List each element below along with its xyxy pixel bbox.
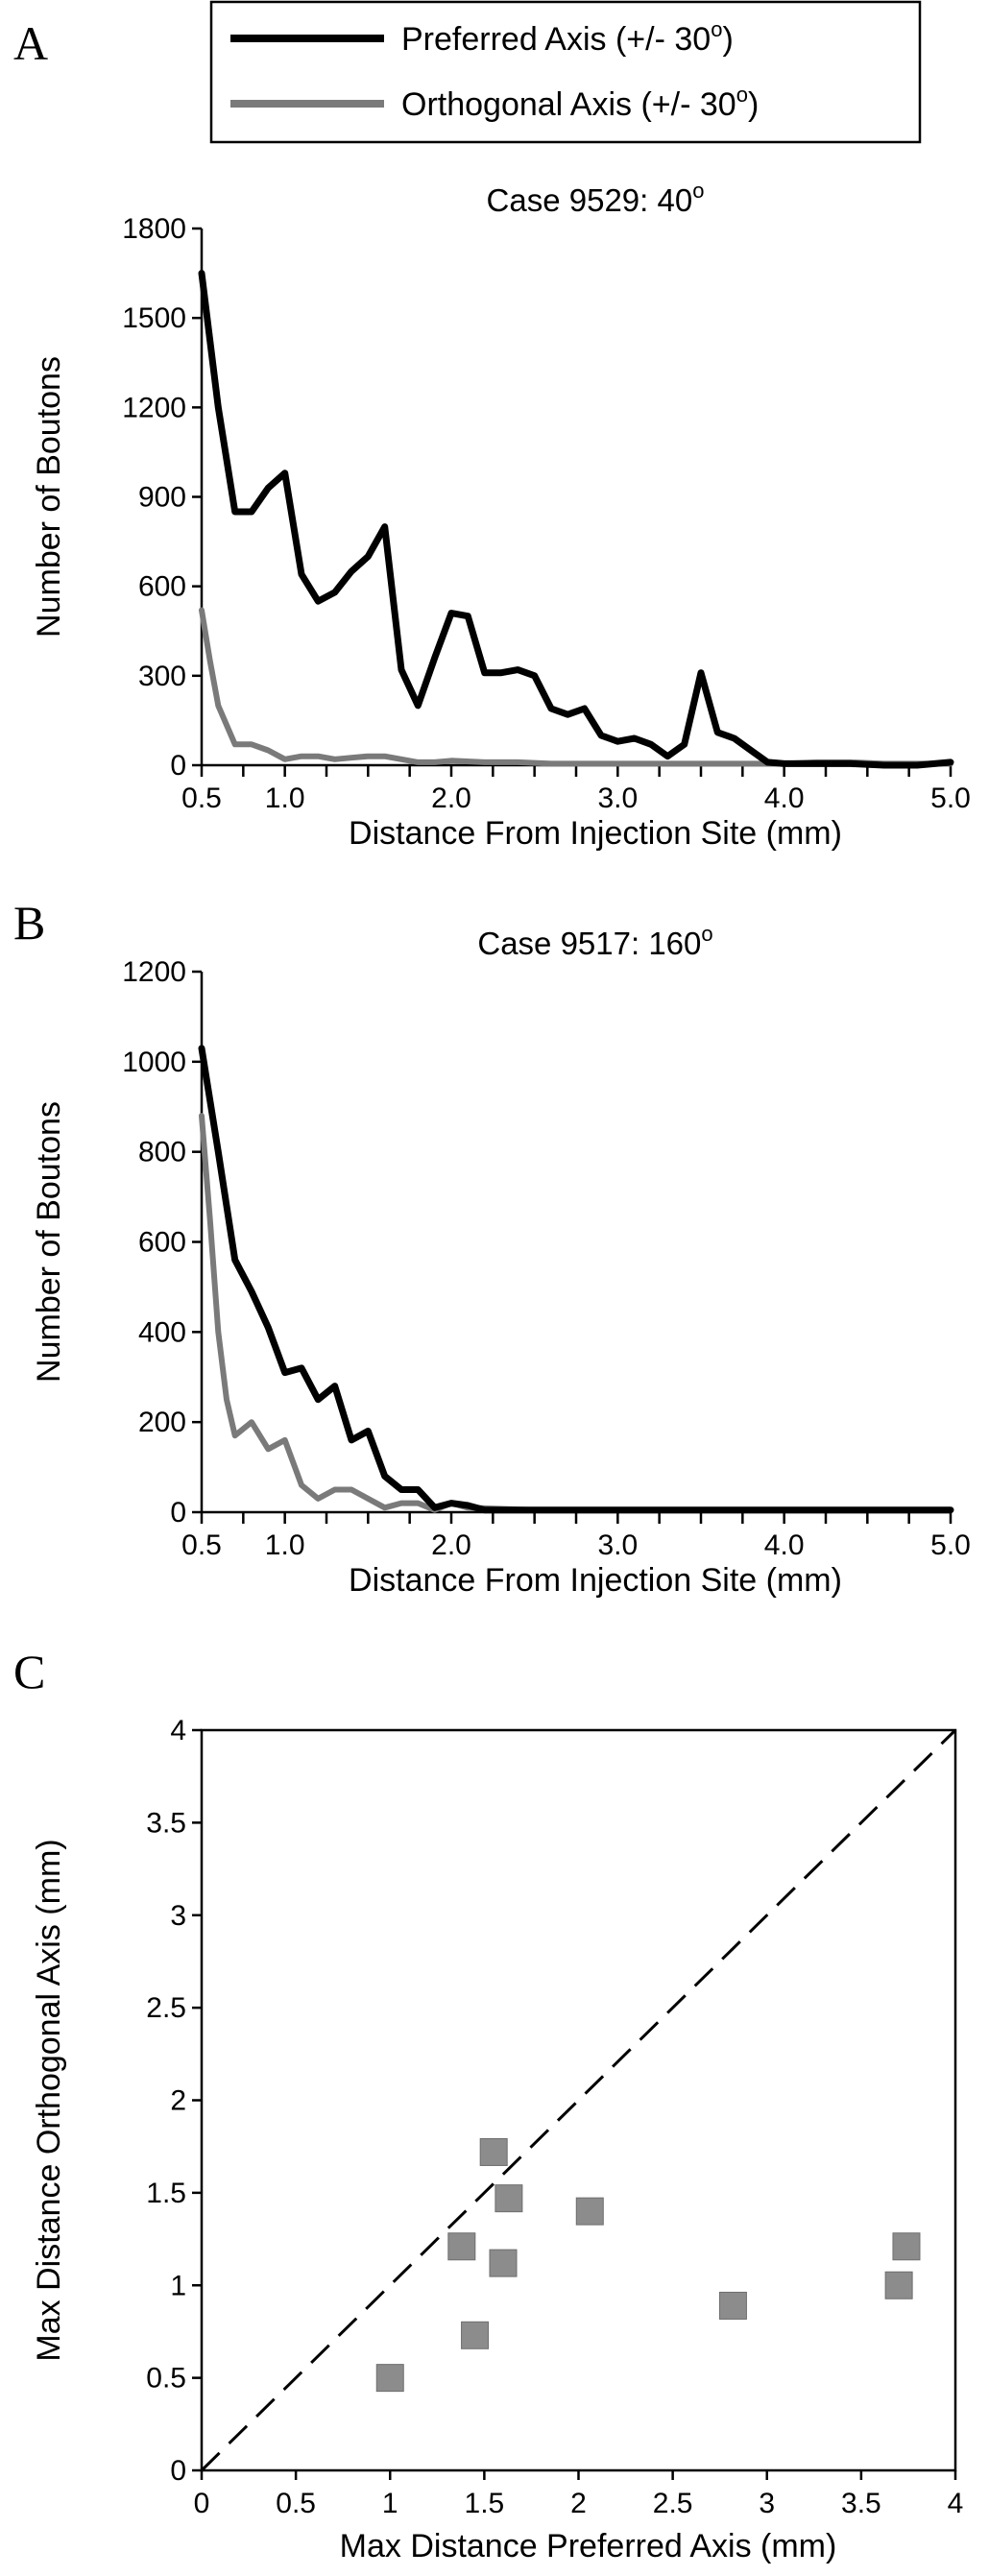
- y-tick-label-c: 2: [170, 2085, 186, 2117]
- legend-label-preferred: Preferred Axis (+/- 30o): [401, 17, 734, 58]
- x-tick-label-c: 1: [382, 2488, 398, 2519]
- chart-panel-a: Case 9529: 40o 0 300 600 900 1200 1500 1800 0.5 1…: [31, 179, 971, 852]
- y-tick-label-b: 200: [138, 1407, 186, 1438]
- y-tick-label-c: 3.5: [146, 1807, 186, 1839]
- x-axis-title-c: Max Distance Preferred Axis (mm): [340, 2528, 837, 2564]
- y-tick-label-b: 1200: [122, 956, 186, 988]
- x-tick-label-c: 0: [194, 2488, 210, 2519]
- panel-label-b: B: [13, 896, 45, 950]
- scatter-point: [479, 2137, 508, 2166]
- y-tick-label-a: 300: [138, 661, 186, 692]
- y-tick-label-c: 1.5: [146, 2178, 186, 2209]
- x-tick-label-c: 0.5: [276, 2488, 316, 2519]
- x-tick-label-a: 1.0: [265, 782, 305, 814]
- y-tick-label-b: 0: [170, 1497, 186, 1529]
- y-axis-title-a: Number of Boutons: [31, 356, 67, 638]
- x-tick-label-c: 1.5: [465, 2488, 505, 2519]
- x-tick-label-b: 2.0: [431, 1529, 471, 1561]
- chart-title-b: Case 9517: 160o: [477, 922, 712, 961]
- series-line-preferred-b: [198, 1045, 954, 1514]
- scatter-point: [892, 2232, 921, 2261]
- scatter-point: [575, 2197, 604, 2226]
- x-tick-label-a: 4.0: [764, 782, 805, 814]
- x-tick-label-c: 4: [948, 2488, 964, 2519]
- y-axis-title-b: Number of Boutons: [31, 1101, 67, 1383]
- x-tick-label-a: 3.0: [597, 782, 638, 814]
- y-tick-label-b: 800: [138, 1137, 186, 1168]
- panel-label-a: A: [13, 16, 48, 70]
- y-tick-label-a: 1200: [122, 392, 186, 423]
- legend-label-orthogonal: Orthogonal Axis (+/- 30o): [401, 83, 759, 123]
- y-tick-label-a: 0: [170, 750, 186, 782]
- y-tick-label-c: 1: [170, 2270, 186, 2301]
- y-tick-label-b: 1000: [122, 1047, 186, 1078]
- y-tick-label-b: 400: [138, 1316, 186, 1348]
- x-tick-label-b: 3.0: [597, 1529, 638, 1561]
- y-axis-title-c: Max Distance Orthogonal Axis (mm): [31, 1839, 67, 2361]
- y-tick-label-c: 4: [170, 1715, 186, 1746]
- y-tick-label-a: 600: [138, 571, 186, 603]
- x-tick-label-c: 2: [570, 2488, 587, 2519]
- chart-panel-b: Case 9517: 160o 0 200 400 600 800 1000 1200 0.5 1…: [31, 922, 971, 1599]
- y-tick-label-c: 0: [170, 2455, 186, 2487]
- y-tick-label-a: 1800: [122, 213, 186, 245]
- x-tick-label-b: 5.0: [930, 1529, 971, 1561]
- x-tick-label-b: 1.0: [265, 1529, 305, 1561]
- scatter-point: [489, 2249, 518, 2277]
- x-axis-title-b: Distance From Injection Site (mm): [349, 1562, 842, 1599]
- legend-box: [209, 0, 922, 144]
- series-line-orthogonal-b: [199, 1113, 953, 1513]
- x-tick-label-c: 3: [759, 2488, 775, 2519]
- scatter-point: [461, 2321, 490, 2349]
- x-axis-title-a: Distance From Injection Site (mm): [349, 815, 842, 852]
- chart-title-a: Case 9529: 40o: [487, 179, 705, 218]
- scatter-point: [718, 2291, 747, 2320]
- x-tick-label-a: 0.5: [181, 782, 222, 814]
- scatter-point: [375, 2364, 404, 2393]
- legend: Preferred Axis (+/- 30o) Orthogonal Axis…: [209, 0, 922, 144]
- y-tick-label-c: 2.5: [146, 1992, 186, 2024]
- series-line-orthogonal-a: [199, 607, 953, 767]
- x-tick-label-b: 4.0: [764, 1529, 805, 1561]
- x-tick-label-a: 5.0: [930, 782, 971, 814]
- x-tick-label-c: 3.5: [841, 2488, 881, 2519]
- y-tick-label-b: 600: [138, 1227, 186, 1259]
- chart-panel-c: 0 0.5 1 1.5 2 2.5 3 3.5 4 0 0.5 1 1.5 2 2.5 3 3.5 4 Max Di…: [31, 1715, 963, 2564]
- y-tick-label-a: 1500: [122, 302, 186, 334]
- y-tick-label-c: 0.5: [146, 2363, 186, 2395]
- scatter-point: [447, 2232, 476, 2261]
- series-line-preferred-a: [198, 270, 954, 769]
- scatter-point: [884, 2271, 913, 2299]
- scatter-point: [494, 2184, 523, 2213]
- x-tick-label-a: 2.0: [431, 782, 471, 814]
- y-tick-label-c: 3: [170, 1900, 186, 1932]
- y-tick-label-a: 900: [138, 482, 186, 514]
- x-tick-label-b: 0.5: [181, 1529, 222, 1561]
- identity-dashed-line: [200, 1728, 957, 2472]
- panel-label-c: C: [13, 1645, 45, 1698]
- x-tick-label-c: 2.5: [653, 2488, 693, 2519]
